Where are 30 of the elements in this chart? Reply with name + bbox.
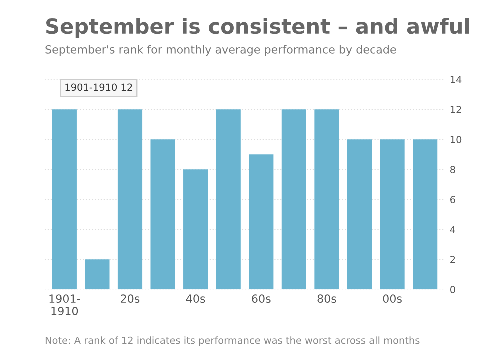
bar <box>216 110 241 290</box>
x-tick-label: 1901- 1910 <box>50 294 80 316</box>
bar <box>150 140 176 290</box>
bar <box>184 170 208 290</box>
y-tick-label: 0 <box>450 286 456 294</box>
y-tick-label: 4 <box>450 226 456 234</box>
y-tick-label: 12 <box>450 106 462 114</box>
y-tick-label: 8 <box>450 166 456 174</box>
text: Note: A rank of 12 indicates its performance was the worst across all months <box>46 336 420 346</box>
x-tick-label: 00s <box>383 294 402 304</box>
bar <box>413 140 438 290</box>
x-tick-label: 60s <box>252 294 271 304</box>
annotation: 1901-1910 12 <box>66 84 132 92</box>
x-tick-label: 80s <box>318 294 336 304</box>
x-tick-label: 40s <box>186 294 206 304</box>
y-tick-label: 14 <box>450 76 462 84</box>
bar <box>380 140 405 290</box>
y-tick-label: 6 <box>450 196 456 204</box>
bar <box>249 154 274 290</box>
bar <box>118 110 143 290</box>
bar <box>52 110 77 290</box>
bar <box>85 260 110 290</box>
x-tick-label: 20s <box>121 294 140 304</box>
bar <box>314 110 340 290</box>
bar <box>347 140 372 290</box>
y-tick-label: 2 <box>450 256 456 264</box>
bar <box>282 110 306 290</box>
chart-subtitle: September's rank for monthly average performance by decade <box>46 45 396 56</box>
chart-title: September is consistent – and awful <box>46 18 470 38</box>
y-tick-label: 10 <box>450 136 462 144</box>
